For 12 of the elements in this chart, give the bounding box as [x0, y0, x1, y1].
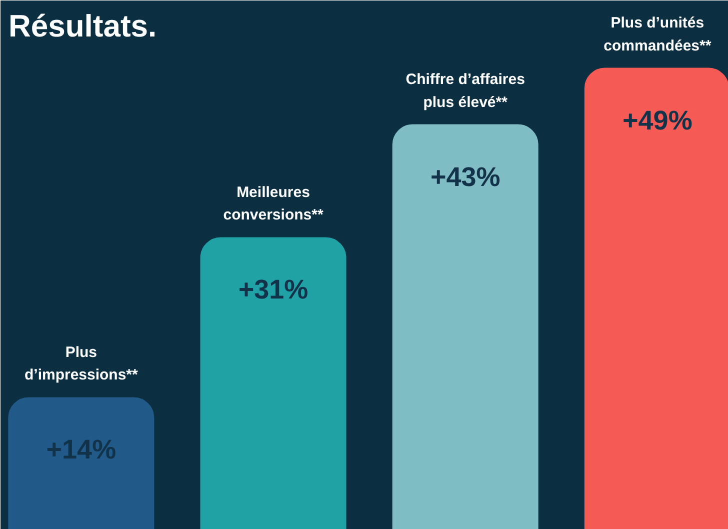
data-label: +14%	[46, 434, 116, 465]
bar	[200, 237, 346, 529]
data-label: +31%	[238, 274, 308, 305]
bar	[8, 397, 154, 529]
x-tick-label: Meilleures conversions**	[223, 184, 324, 224]
bar	[392, 124, 538, 529]
chart-title: Résultats.	[8, 8, 157, 44]
data-label: +43%	[430, 162, 500, 192]
data-label: +49%	[622, 105, 692, 136]
x-tick-label: Plus d’impressions**	[24, 344, 138, 384]
x-tick-label: Chiffre d’affaires plus élevé**	[406, 70, 525, 111]
x-tick-label: Plus d’unités commandées**	[604, 14, 712, 54]
